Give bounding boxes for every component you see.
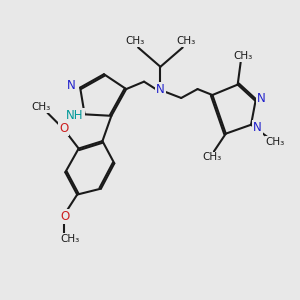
Text: N: N bbox=[257, 92, 266, 105]
Text: CH₃: CH₃ bbox=[202, 152, 221, 162]
Text: N: N bbox=[67, 79, 76, 92]
Text: CH₃: CH₃ bbox=[31, 103, 50, 112]
Text: N: N bbox=[253, 121, 262, 134]
Text: O: O bbox=[61, 210, 70, 223]
Text: CH₃: CH₃ bbox=[125, 36, 145, 46]
Text: N: N bbox=[156, 83, 165, 96]
Text: CH₃: CH₃ bbox=[266, 137, 285, 147]
Text: CH₃: CH₃ bbox=[176, 36, 195, 46]
Text: CH₃: CH₃ bbox=[233, 51, 253, 61]
Text: CH₃: CH₃ bbox=[60, 234, 80, 244]
Text: O: O bbox=[59, 122, 68, 135]
Text: NH: NH bbox=[66, 109, 84, 122]
